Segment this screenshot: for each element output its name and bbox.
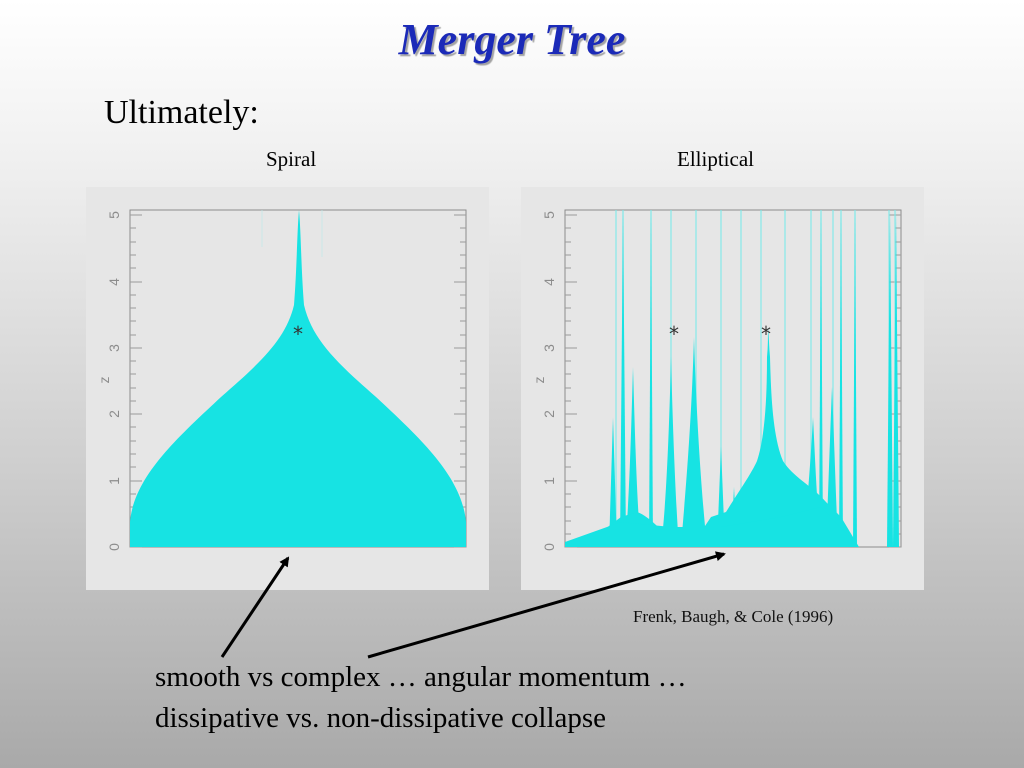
tick-label: 4 [541,278,557,286]
tick-label: 1 [106,477,122,485]
tick-label: 2 [106,410,122,418]
tick-label: 3 [106,344,122,352]
axis-label-z: z [96,377,112,384]
spiral-label: Spiral [266,147,317,171]
axis-label-z: z [531,377,547,384]
caption-line-2: dissipative vs. non-dissipative collapse [155,702,607,734]
elliptical-merger-tree-panel: 0 1 2 3 4 5 z [521,187,924,590]
halo-marker: * [669,322,679,346]
citation: Frenk, Baugh, & Cole (1996) [633,607,834,626]
halo-marker: * [293,322,303,346]
spiral-tree-plot: 0 1 2 3 4 5 z * [96,209,467,551]
slide-title: Merger Tree [398,15,626,64]
spiral-merger-tree-panel: 0 1 2 3 4 5 z * [86,187,489,590]
slide-subtitle: Ultimately: [104,94,259,131]
caption-line-1: smooth vs complex … angular momentum … [155,661,687,693]
tick-label: 0 [541,543,557,551]
minor-branches [261,210,323,257]
tick-label: 5 [106,211,122,219]
tick-label: 0 [106,543,122,551]
tick-label: 1 [541,477,557,485]
tick-label: 3 [541,344,557,352]
elliptical-label: Elliptical [677,147,754,171]
elliptical-tree-plot: 0 1 2 3 4 5 z [531,209,902,551]
spiral-tree-shape [130,210,466,547]
tick-label: 5 [541,211,557,219]
tree-base [565,507,859,547]
halo-marker: * [761,322,771,346]
elliptical-tree-shape [565,327,859,547]
tick-label: 2 [541,410,557,418]
caption: smooth vs complex … angular momentum … d… [155,657,687,739]
tick-label: 4 [106,278,122,286]
